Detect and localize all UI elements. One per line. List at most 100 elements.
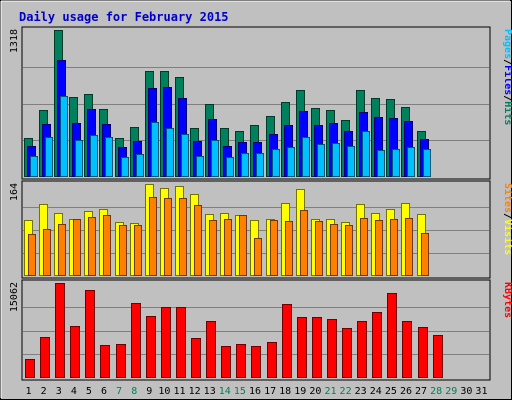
bar-pages-day-8 (136, 154, 144, 177)
bar-kbytes-day-7 (116, 344, 126, 378)
bar-sites-day-9 (149, 197, 157, 276)
x-tick-day-17: 17 (264, 386, 276, 397)
x-tick-day-10: 10 (158, 386, 170, 397)
bar-kbytes-day-4 (70, 326, 80, 378)
bar-kbytes-day-14 (221, 346, 231, 378)
y-max-label: 1318 (9, 29, 20, 53)
bar-pages-day-23 (362, 131, 370, 177)
x-tick-day-25: 25 (385, 386, 397, 397)
legend-entry: KBytes (502, 282, 512, 318)
bar-kbytes-day-22 (342, 328, 352, 378)
bar-sites-day-22 (345, 225, 353, 276)
x-tick-day-16: 16 (249, 386, 261, 397)
bar-kbytes-day-21 (327, 319, 337, 378)
bar-pages-day-18 (287, 147, 295, 177)
x-tick-day-23: 23 (355, 386, 367, 397)
panel-kbytes: 15062 KBytes (9, 279, 512, 381)
bar-kbytes-day-20 (312, 317, 322, 378)
bar-kbytes-day-25 (387, 293, 397, 378)
bar-kbytes-day-6 (100, 345, 110, 378)
x-tick-day-31: 31 (475, 386, 487, 397)
bar-pages-day-7 (121, 157, 129, 177)
chart-title: Daily usage for February 2015 (19, 10, 229, 24)
bar-kbytes-day-23 (357, 321, 367, 378)
x-tick-day-30: 30 (460, 386, 472, 397)
bar-kbytes-day-17 (267, 342, 277, 378)
bar-kbytes-day-11 (176, 307, 186, 378)
bar-sites-day-12 (194, 205, 202, 276)
bar-sites-day-19 (300, 210, 308, 276)
bar-sites-day-10 (164, 198, 172, 276)
bar-pages-day-11 (181, 134, 189, 177)
bar-sites-day-21 (330, 224, 338, 276)
bar-kbytes-day-28 (433, 335, 443, 378)
bar-kbytes-day-27 (418, 327, 428, 378)
legend-entry: Visits (502, 219, 512, 255)
x-tick-day-13: 13 (204, 386, 216, 397)
bar-kbytes-day-2 (40, 337, 50, 378)
x-tick-day-9: 9 (146, 386, 152, 397)
panel-legend: Sites/Visits (502, 183, 512, 255)
x-tick-day-15: 15 (234, 386, 246, 397)
bar-pages-day-1 (30, 156, 38, 177)
bar-kbytes-day-13 (206, 321, 216, 378)
x-axis-day-labels: 1 2 3 4 5 6 7 8 9 10 11 12 13 14 15 16 17 18 19 20 21 22 23 24 2… (26, 386, 488, 397)
x-tick-day-28: 28 (430, 386, 442, 397)
bar-pages-day-14 (226, 157, 234, 177)
legend-entry: / (502, 95, 512, 101)
bar-sites-day-8 (134, 225, 142, 276)
bar-pages-day-5 (90, 135, 98, 177)
bar-pages-day-20 (317, 144, 325, 177)
bar-sites-day-13 (209, 220, 217, 276)
bar-pages-day-13 (211, 140, 219, 177)
bar-sites-day-18 (285, 221, 293, 276)
x-tick-day-2: 2 (41, 386, 47, 397)
bar-kbytes-day-1 (25, 359, 35, 378)
bar-sites-day-4 (73, 219, 81, 276)
legend-entry: Hits (502, 101, 512, 125)
bar-kbytes-day-9 (146, 316, 156, 378)
bar-sites-day-25 (390, 219, 398, 276)
legend-entry: Pages (502, 29, 512, 59)
x-tick-day-22: 22 (340, 386, 352, 397)
bar-pages-day-27 (423, 149, 431, 177)
bar-sites-day-14 (224, 219, 232, 276)
bar-pages-day-4 (75, 140, 83, 177)
x-tick-day-24: 24 (370, 386, 382, 397)
bar-kbytes-day-18 (282, 304, 292, 378)
bar-sites-day-24 (375, 220, 383, 276)
x-tick-day-21: 21 (324, 386, 336, 397)
y-max-label: 164 (9, 183, 20, 201)
x-tick-day-8: 8 (131, 386, 137, 397)
bar-pages-day-16 (256, 153, 264, 177)
bar-pages-day-17 (272, 149, 280, 177)
bar-kbytes-day-15 (236, 344, 246, 378)
bar-pages-day-26 (407, 147, 415, 177)
bar-sites-day-5 (88, 217, 96, 276)
bar-sites-day-27 (421, 233, 429, 276)
bar-sites-day-3 (58, 224, 66, 276)
x-tick-day-6: 6 (101, 386, 107, 397)
bar-sites-day-26 (405, 218, 413, 276)
bar-sites-day-15 (239, 215, 247, 276)
bar-kbytes-day-10 (161, 307, 171, 378)
bar-pages-day-15 (241, 153, 249, 177)
x-tick-day-12: 12 (189, 386, 201, 397)
x-tick-day-18: 18 (279, 386, 291, 397)
x-tick-day-1: 1 (26, 386, 32, 397)
bar-pages-day-21 (332, 143, 340, 177)
x-tick-day-26: 26 (400, 386, 412, 397)
bar-kbytes-day-5 (85, 290, 95, 378)
bar-sites-day-16 (254, 238, 262, 276)
bar-pages-day-3 (60, 96, 68, 177)
panel-legend: KBytes (502, 282, 512, 318)
bar-pages-day-22 (347, 146, 355, 177)
bar-kbytes-day-24 (372, 312, 382, 378)
bar-pages-day-19 (302, 137, 310, 177)
x-tick-day-5: 5 (86, 386, 92, 397)
bar-sites-day-6 (103, 215, 111, 276)
panel-legend: Pages/Files/Hits (502, 29, 512, 125)
x-tick-day-4: 4 (71, 386, 77, 397)
bar-kbytes-day-3 (55, 283, 65, 378)
